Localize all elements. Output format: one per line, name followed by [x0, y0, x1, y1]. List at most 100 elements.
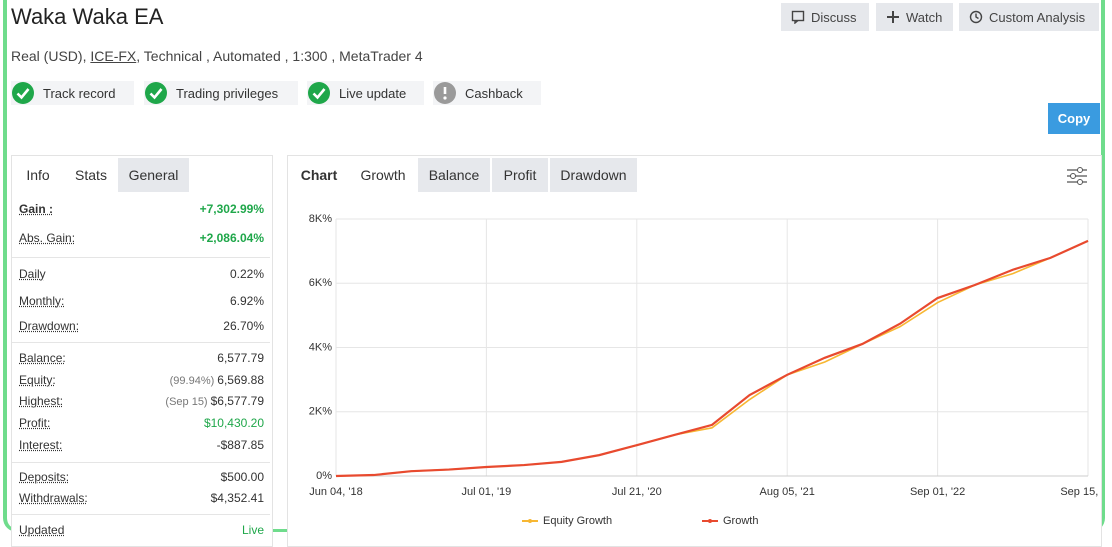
stat-value: 26.70% — [223, 319, 264, 333]
tab[interactable]: Drawdown — [550, 158, 637, 192]
stat-label: Interest: — [19, 438, 63, 452]
stat-row: Profit: $10,430.20 — [19, 416, 264, 430]
settings-icon[interactable] — [1066, 166, 1088, 186]
stat-label: Deposits: — [19, 470, 70, 484]
stat-value: (Sep 15) $6,577.79 — [165, 394, 264, 408]
series-line — [335, 240, 1089, 477]
stat-value: -$887.85 — [217, 438, 264, 452]
stat-note: (99.94%) — [169, 375, 215, 387]
title: Waka Waka EA — [11, 4, 164, 29]
badge-label: Live update — [339, 85, 407, 101]
stat-row: Highest: (Sep 15) $6,577.79 — [19, 394, 264, 408]
icon — [887, 11, 899, 23]
label: Custom Analysis — [989, 9, 1086, 25]
tab-active[interactable]: Stats — [75, 167, 107, 183]
icon — [791, 10, 805, 24]
badge-label: Cashback — [465, 85, 523, 101]
tab: Chart — [300, 167, 338, 183]
stats-panel — [11, 155, 273, 547]
stat-row: Drawdown: 26.70% — [19, 319, 264, 333]
stat-number: Live — [241, 523, 264, 537]
watch-button[interactable]: Watch — [876, 3, 953, 31]
stat-label: Highest: — [19, 394, 64, 408]
icon — [969, 10, 983, 24]
account-info: Real (USD), ICE-FX, Technical , Automate… — [11, 48, 423, 64]
label: Discuss — [811, 9, 857, 25]
tab-active[interactable]: Growth — [360, 167, 406, 183]
stat-number: $10,430.20 — [203, 416, 264, 430]
copy-button[interactable]: Copy — [1048, 103, 1100, 134]
y-tick-label: 6K% — [309, 277, 332, 289]
stat-value: 0.22% — [230, 267, 264, 281]
warning-icon — [434, 82, 456, 104]
x-tick-label: Jul 21, '20 — [612, 486, 662, 498]
y-tick-label: 4K% — [309, 341, 332, 353]
stat-row: Interest: -$887.85 — [19, 438, 264, 452]
stat-number: +7,302.99% — [199, 202, 264, 216]
check-icon — [145, 82, 167, 104]
stat-number: $6,577.79 — [210, 394, 264, 408]
account-type: Real (USD), — [11, 48, 87, 64]
custom-analysis-button[interactable]: Custom Analysis — [959, 3, 1099, 31]
stat-row: Abs. Gain: +2,086.04% — [19, 231, 264, 245]
stat-label: Updated — [19, 523, 65, 537]
legend-marker — [708, 519, 712, 523]
stat-number: 6,569.88 — [217, 373, 264, 387]
y-tick-label: 8K% — [309, 213, 332, 225]
stat-label: Monthly: — [19, 294, 65, 308]
stat-label: Drawdown: — [19, 319, 80, 333]
stat-value: Live — [242, 523, 264, 537]
stat-row: Equity: (99.94%) 6,569.88 — [19, 373, 264, 387]
x-tick-label: Jul 01, '19 — [461, 486, 511, 498]
stat-number: +2,086.04% — [199, 231, 264, 245]
stat-label: Profit: — [19, 416, 51, 430]
stat-value: $10,430.20 — [204, 416, 264, 430]
x-tick-label: Sep 15, '23 — [1060, 486, 1099, 498]
check-icon — [12, 82, 34, 104]
stat-number: 0.22% — [229, 267, 264, 281]
stat-row: Monthly: 6.92% — [19, 294, 264, 308]
legend-label: Equity Growth — [543, 515, 612, 527]
tab[interactable]: Profit — [492, 158, 548, 192]
stat-row: Balance: 6,577.79 — [19, 351, 264, 365]
tab[interactable]: Info — [26, 167, 50, 183]
stat-value: $500.00 — [221, 470, 264, 484]
stat-label: Abs. Gain: — [19, 231, 76, 245]
badge: Track record — [11, 81, 134, 105]
stat-label: Withdrawals: — [19, 491, 88, 505]
stat-number: 26.70% — [223, 319, 264, 333]
tab[interactable]: Balance — [418, 158, 490, 192]
x-tick-label: Jun 04, '18 — [309, 486, 362, 498]
badge-label: Track record — [43, 85, 116, 101]
stat-row: Daily 0.22% — [19, 267, 264, 281]
stat-number: 6,577.79 — [217, 351, 264, 365]
stat-value: $4,352.41 — [211, 491, 264, 505]
separator — [12, 514, 270, 515]
stat-value: 6.92% — [230, 294, 264, 308]
x-tick-label: Sep 01, '22 — [910, 486, 965, 498]
series-line — [335, 239, 1089, 478]
stat-note: (Sep 15) — [165, 396, 208, 408]
y-tick-label: 0% — [316, 470, 332, 482]
badge: Trading privileges — [144, 81, 298, 105]
chart-panel — [287, 155, 1102, 547]
tab[interactable]: General — [118, 158, 189, 192]
legend-label: Growth — [723, 515, 758, 527]
check-icon — [308, 82, 330, 104]
stat-number: -$887.85 — [216, 438, 264, 452]
x-tick-label: Aug 05, '21 — [760, 486, 815, 498]
stat-number: $4,352.41 — [210, 491, 264, 505]
stat-value: +2,086.04% — [200, 231, 264, 245]
stat-label: Daily — [19, 267, 46, 281]
separator — [12, 257, 270, 258]
broker-link[interactable]: ICE-FX — [90, 48, 137, 64]
account-details: , Technical , Automated , 1:300 , MetaTr… — [136, 48, 423, 64]
badge: Live update — [307, 81, 424, 105]
discuss-button[interactable]: Discuss — [781, 3, 869, 31]
y-tick-label: 2K% — [309, 406, 332, 418]
legend-marker — [528, 519, 532, 523]
stat-value: (99.94%) 6,569.88 — [170, 373, 264, 387]
stat-value: +7,302.99% — [200, 202, 264, 216]
badge-label: Trading privileges — [176, 85, 279, 101]
